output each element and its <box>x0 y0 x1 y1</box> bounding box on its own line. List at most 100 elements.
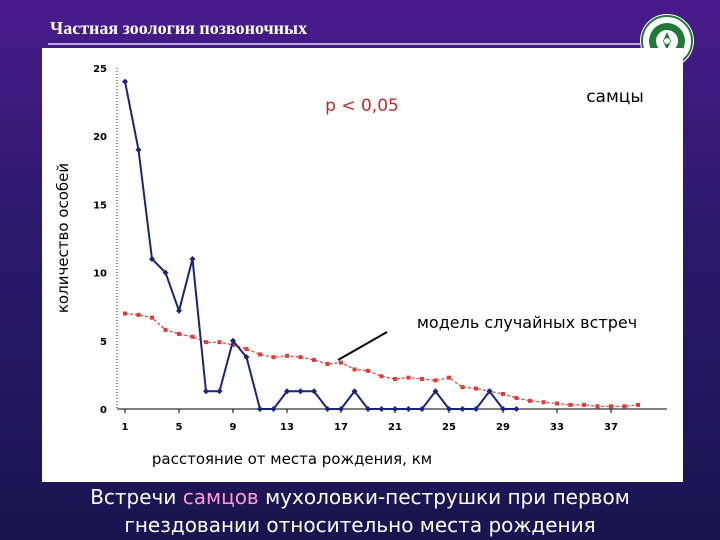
model-point <box>366 368 370 373</box>
model-point <box>298 355 303 360</box>
model-point <box>568 402 573 407</box>
observed-point <box>405 406 412 412</box>
group-annotation: самцы <box>586 87 644 107</box>
model-point <box>501 391 505 396</box>
model-point <box>177 331 181 336</box>
observed-point <box>176 307 182 314</box>
model-point <box>258 352 262 357</box>
observed-point <box>486 388 493 395</box>
observed-point <box>135 146 142 153</box>
y-axis-label: количество особей <box>54 163 72 313</box>
observed-point <box>513 406 520 412</box>
model-annotation-pointer <box>337 331 388 361</box>
y-tick-label: 20 <box>93 132 107 143</box>
model-point <box>123 311 127 316</box>
observed-point <box>311 388 317 395</box>
model-point <box>582 402 586 407</box>
observed-point <box>243 354 250 361</box>
observed-point <box>189 255 196 262</box>
model-point <box>339 360 343 365</box>
model-point <box>325 361 330 366</box>
y-tick-label: 15 <box>93 200 107 211</box>
y-tick-label: 25 <box>93 64 107 75</box>
model-point <box>433 378 438 383</box>
model-point <box>204 340 208 345</box>
x-tick-label: 13 <box>280 422 294 433</box>
model-point <box>636 402 640 407</box>
x-tick-label: 5 <box>176 422 183 433</box>
caption-part-2: мухоловки-пеструшки при первом <box>258 485 630 509</box>
observed-line <box>124 81 517 410</box>
observed-point <box>432 388 439 395</box>
model-point <box>190 334 195 339</box>
x-tick-label: 25 <box>442 422 456 433</box>
x-tick-label: 33 <box>550 422 564 433</box>
model-point <box>244 346 249 351</box>
observed-point <box>270 406 277 412</box>
model-point <box>285 353 289 358</box>
model-point <box>595 404 600 409</box>
observed-point <box>257 406 263 412</box>
observed-point <box>419 406 425 412</box>
model-line <box>124 312 639 407</box>
caption-part-1: Встречи <box>90 485 183 509</box>
observed-point <box>365 406 371 412</box>
y-tick-label: 5 <box>100 337 107 348</box>
caption-highlight: самцов <box>182 485 259 509</box>
observed-point <box>324 406 331 412</box>
model-point <box>514 396 519 401</box>
model-point <box>622 404 627 409</box>
x-tick-label: 21 <box>388 422 402 433</box>
chart-panel: 0 5 10 15 20 25 1 5 9 13 17 21 25 29 33 37 количество … <box>42 48 683 482</box>
observed-point <box>378 406 385 412</box>
x-tick-label: 29 <box>496 422 510 433</box>
observed-point <box>500 406 506 412</box>
model-point <box>352 367 357 372</box>
model-point <box>420 376 424 381</box>
model-annotation: модель случайных встреч <box>417 313 637 332</box>
observed-point <box>392 406 398 412</box>
x-tick-label: 37 <box>604 422 618 433</box>
observed-series <box>122 78 520 412</box>
slide-title: Частная зоология позвоночных <box>50 18 308 38</box>
title-rule <box>48 43 640 45</box>
model-point <box>555 401 559 406</box>
observed-point <box>459 406 466 412</box>
model-point <box>150 315 154 320</box>
y-tick-label: 10 <box>93 269 107 280</box>
observed-point <box>203 388 209 395</box>
model-point <box>460 385 465 390</box>
x-tick-labels: 1 5 9 13 17 21 25 29 33 37 <box>122 409 618 433</box>
caption-line-2: гнездовании относительно места рождения <box>124 513 596 537</box>
model-point <box>217 340 222 345</box>
observed-point <box>162 269 169 276</box>
observed-point <box>338 406 344 412</box>
observed-point <box>284 388 290 395</box>
observed-point <box>230 337 236 344</box>
model-point <box>379 374 384 379</box>
model-point <box>271 355 276 360</box>
y-tick-label: 0 <box>100 405 107 416</box>
x-axis-label: расстояние от места рождения, км <box>152 450 432 468</box>
x-tick-label: 17 <box>334 422 348 433</box>
x-tick-label: 9 <box>230 422 237 433</box>
y-tick-labels: 0 5 10 15 20 25 <box>93 64 107 416</box>
observed-point <box>446 406 452 412</box>
x-tick-label: 1 <box>122 422 129 433</box>
model-point <box>447 375 451 380</box>
model-point <box>393 376 397 381</box>
axes-group <box>116 68 667 410</box>
model-point <box>528 398 532 403</box>
model-point <box>541 400 546 405</box>
model-point <box>312 357 316 362</box>
observed-point <box>351 388 358 395</box>
model-point <box>474 386 478 391</box>
caption: Встречи самцов мухоловки-пеструшки при п… <box>0 483 720 539</box>
caption-line-1: Встречи самцов мухоловки-пеструшки при п… <box>0 483 720 511</box>
significance-annotation: p < 0,05 <box>325 96 399 116</box>
model-point <box>163 327 168 332</box>
observed-point <box>149 255 155 262</box>
model-point <box>231 342 235 347</box>
observed-point <box>473 406 479 412</box>
